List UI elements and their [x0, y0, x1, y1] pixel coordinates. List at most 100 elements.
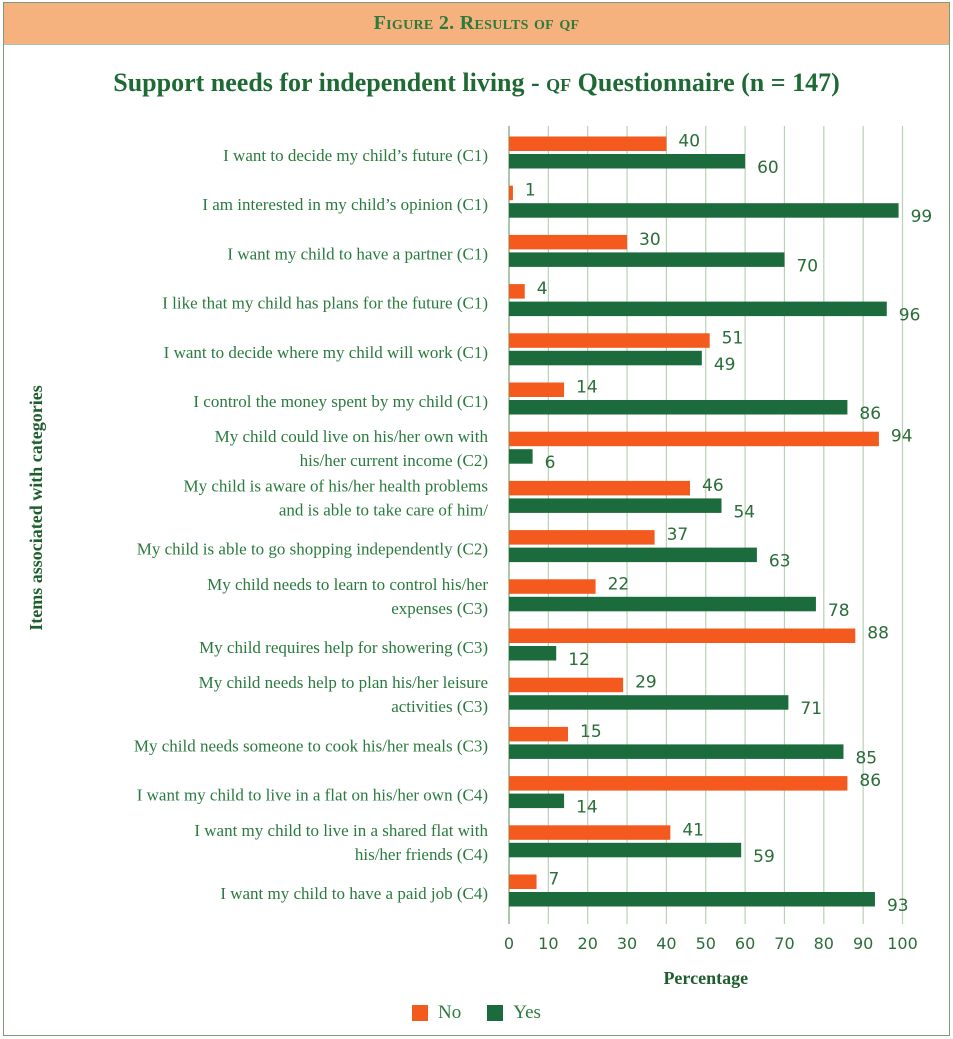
- bar-yes: [509, 449, 533, 464]
- data-label-yes: 14: [576, 798, 598, 818]
- x-tick-label: 40: [656, 934, 676, 953]
- x-tick-label: 20: [578, 934, 598, 953]
- category-label: his/her friends (C4): [355, 845, 488, 864]
- data-label-no: 88: [867, 624, 889, 644]
- data-label-yes: 60: [757, 158, 779, 178]
- bar-no: [509, 825, 671, 840]
- x-axis-title: Percentage: [663, 968, 748, 988]
- category-label: My child is able to go shopping independ…: [137, 540, 488, 559]
- legend-swatch-yes: [487, 1005, 504, 1021]
- bar-yes: [509, 793, 565, 809]
- y-axis-title: Items associated with categories: [26, 385, 46, 630]
- bar-no: [509, 579, 596, 594]
- x-tick-label: 10: [538, 934, 558, 953]
- data-label-yes: 78: [828, 601, 850, 621]
- category-label: his/her current income (C2): [300, 451, 488, 470]
- bar-no: [509, 628, 856, 643]
- x-tick-label: 60: [735, 934, 755, 953]
- chart-legend: No Yes: [0, 1002, 953, 1024]
- category-label: I am interested in my child’s opinion (C…: [202, 195, 488, 214]
- data-label-no: 15: [580, 722, 602, 742]
- bar-no: [509, 136, 667, 151]
- data-label-no: 46: [702, 476, 724, 496]
- figure-header: Figure 2. Results of qf: [4, 3, 949, 45]
- data-label-yes: 6: [545, 453, 556, 473]
- data-label-no: 22: [608, 574, 630, 594]
- data-label-no: 4: [537, 279, 548, 299]
- data-label-no: 86: [859, 771, 881, 791]
- bar-no: [509, 776, 848, 791]
- bar-no: [509, 874, 537, 889]
- category-label: I want my child to live in a flat on his…: [137, 786, 488, 805]
- category-label: My child is aware of his/her health prob…: [183, 476, 488, 495]
- chart-title-prefix: Support needs for independent living -: [113, 68, 547, 97]
- figure-label: Figure 2. Results of qf: [373, 12, 580, 34]
- bar-yes: [509, 498, 722, 513]
- bar-no: [509, 677, 624, 693]
- category-label: I want my child to have a paid job (C4): [220, 884, 488, 903]
- legend-label-no: No: [438, 1002, 462, 1023]
- bar-yes: [509, 154, 746, 169]
- category-label: I want my child to have a partner (C1): [227, 244, 488, 263]
- bar-no: [509, 726, 569, 742]
- category-label: activities (C3): [391, 697, 488, 716]
- category-label: and is able to take care of him/: [279, 500, 488, 519]
- data-label-no: 1: [525, 181, 536, 201]
- category-label: I want my child to live in a shared flat…: [194, 821, 488, 840]
- data-label-no: 30: [639, 230, 661, 250]
- x-tick-label: 70: [774, 934, 794, 953]
- legend-item-yes: Yes: [487, 1002, 541, 1024]
- category-label: I want to decide where my child will wor…: [164, 343, 488, 362]
- bar-yes: [509, 301, 887, 317]
- category-label: My child could live on his/her own with: [215, 427, 489, 446]
- bar-no: [509, 333, 710, 348]
- data-label-yes: 96: [899, 306, 921, 326]
- data-label-no: 29: [635, 673, 657, 693]
- bar-yes: [509, 646, 557, 661]
- data-label-no: 7: [549, 870, 560, 890]
- bar-no: [509, 284, 525, 299]
- legend-label-yes: Yes: [513, 1002, 541, 1023]
- data-label-yes: 93: [887, 896, 909, 916]
- data-label-no: 40: [678, 132, 700, 152]
- data-label-no: 51: [722, 328, 744, 348]
- bar-yes: [509, 596, 816, 612]
- bar-no: [509, 431, 879, 447]
- category-label: expenses (C3): [391, 599, 488, 618]
- category-label: My child needs to learn to control his/h…: [207, 575, 488, 594]
- x-tick-label: 90: [853, 934, 873, 953]
- x-tick-label: 100: [887, 934, 918, 953]
- x-tick-label: 80: [814, 934, 834, 953]
- data-label-no: 37: [667, 525, 689, 545]
- data-label-no: 14: [576, 378, 598, 398]
- data-label-yes: 99: [911, 207, 933, 227]
- category-label: My child needs help to plan his/her leis…: [199, 673, 488, 692]
- bar-yes: [509, 203, 899, 218]
- chart-title-suffix: Questionnaire (n = 147): [571, 68, 840, 97]
- category-label: I control the money spent by my child (C…: [193, 392, 488, 411]
- data-label-no: 41: [682, 820, 704, 840]
- category-label: My child requires help for showering (C3…: [199, 638, 488, 657]
- bar-yes: [509, 892, 875, 907]
- data-label-yes: 59: [753, 847, 775, 867]
- x-tick-label: 50: [696, 934, 716, 953]
- bar-no: [509, 530, 655, 545]
- data-label-yes: 70: [796, 256, 818, 276]
- x-tick-label: 30: [617, 934, 637, 953]
- legend-item-no: No: [412, 1002, 461, 1024]
- bar-no: [509, 480, 691, 496]
- bar-yes: [509, 842, 742, 858]
- figure-frame: Figure 2. Results of qf: [3, 2, 950, 1036]
- category-label: I want to decide my child’s future (C1): [223, 146, 488, 165]
- data-label-yes: 54: [733, 502, 755, 522]
- legend-swatch-no: [412, 1005, 429, 1021]
- bar-yes: [509, 252, 785, 267]
- bar-yes: [509, 400, 848, 415]
- bar-yes: [509, 547, 757, 563]
- category-label: I like that my child has plans for the f…: [162, 294, 488, 313]
- data-label-yes: 85: [855, 748, 877, 768]
- bar-no: [509, 382, 565, 397]
- bar-yes: [509, 744, 844, 759]
- data-label-yes: 71: [800, 699, 822, 719]
